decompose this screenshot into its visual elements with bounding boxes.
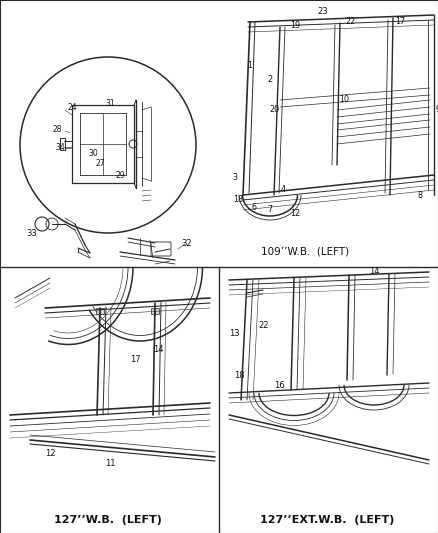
Text: 11: 11 xyxy=(105,458,115,467)
Text: 8: 8 xyxy=(417,190,423,199)
Text: 20: 20 xyxy=(269,106,279,115)
Text: 7: 7 xyxy=(268,206,272,214)
Text: 2: 2 xyxy=(268,76,272,85)
Text: 14: 14 xyxy=(369,268,379,277)
Text: 6: 6 xyxy=(251,203,257,212)
Text: 31: 31 xyxy=(105,99,115,108)
Bar xyxy=(60,138,65,150)
Text: 23: 23 xyxy=(318,7,328,17)
Text: 1: 1 xyxy=(247,61,252,69)
Text: 28: 28 xyxy=(52,125,62,134)
Text: 12: 12 xyxy=(45,448,55,457)
Text: 14: 14 xyxy=(153,345,163,354)
Text: 32: 32 xyxy=(182,238,192,247)
Text: 127’’W.B.  (LEFT): 127’’W.B. (LEFT) xyxy=(54,515,162,525)
Text: 27: 27 xyxy=(95,158,105,167)
Text: 22: 22 xyxy=(345,18,355,27)
Text: 9: 9 xyxy=(435,106,438,115)
Text: 127’’EXT.W.B.  (LEFT): 127’’EXT.W.B. (LEFT) xyxy=(260,515,394,525)
Text: 16: 16 xyxy=(274,381,284,390)
Text: 10: 10 xyxy=(339,95,349,104)
Text: 18: 18 xyxy=(234,370,244,379)
Text: 17: 17 xyxy=(130,356,140,365)
Text: 109’’W.B.  (LEFT): 109’’W.B. (LEFT) xyxy=(261,247,349,257)
Text: 12: 12 xyxy=(290,208,300,217)
Text: 4: 4 xyxy=(280,185,286,195)
Text: 19: 19 xyxy=(290,20,300,29)
Bar xyxy=(96,308,104,314)
Text: 17: 17 xyxy=(395,18,405,27)
Text: 18: 18 xyxy=(233,196,243,205)
Text: 34: 34 xyxy=(55,143,65,152)
Text: 24: 24 xyxy=(67,102,77,111)
Bar xyxy=(151,308,159,314)
Text: 29: 29 xyxy=(115,171,125,180)
Text: 30: 30 xyxy=(88,149,98,157)
Circle shape xyxy=(129,140,137,148)
Text: 33: 33 xyxy=(27,229,37,238)
Text: 13: 13 xyxy=(229,328,239,337)
Text: 22: 22 xyxy=(259,320,269,329)
Text: 3: 3 xyxy=(233,174,237,182)
